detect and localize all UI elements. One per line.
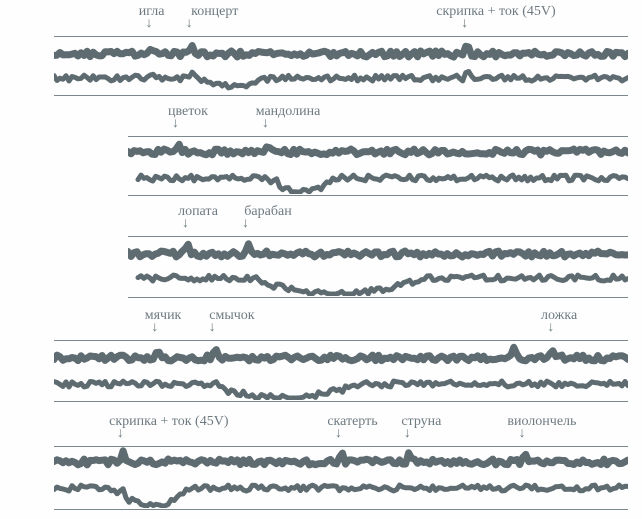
trace-upper: [54, 46, 628, 58]
trace-svg: [128, 136, 628, 194]
trace-svg: [54, 446, 628, 508]
trace-upper: [128, 144, 628, 155]
stimulus-arrow-icon: [192, 22, 193, 32]
stimulus-label: концерт: [191, 4, 238, 20]
stimulus-label: скрипка + ток (45V): [109, 414, 228, 430]
stimulus-arrow-icon: [467, 22, 468, 32]
stimulus-arrow-icon: [152, 22, 153, 32]
stimulus-label: барабан: [244, 204, 291, 220]
trace-svg: [54, 340, 628, 400]
trace-upper: [128, 244, 628, 257]
trace-lower: [54, 381, 628, 398]
stimulus-label: смычок: [209, 308, 254, 324]
trace-lower: [138, 275, 628, 294]
stimulus-arrow-icon: [268, 122, 269, 132]
stimulus-arrow-icon: [410, 432, 411, 442]
stimulus-arrow-icon: [157, 326, 158, 336]
trace-lower: [138, 175, 628, 192]
stimulus-arrow-icon: [525, 432, 526, 442]
trace-lower: [54, 72, 628, 88]
stimulus-label: скрипка + ток (45V): [436, 4, 555, 20]
stimulus-arrow-icon: [188, 222, 189, 232]
stimulus-arrow-icon: [248, 222, 249, 232]
stimulus-arrow-icon: [123, 432, 124, 442]
stimulus-label: мячик: [145, 308, 182, 324]
trace-svg: [128, 236, 628, 296]
stimulus-arrow-icon: [178, 122, 179, 132]
panel-p2: цветокмандолина: [0, 108, 642, 198]
trace-svg: [54, 36, 628, 94]
panel-p5: скрипка + ток (45V)скатертьструнавиолонч…: [0, 418, 642, 512]
stimulus-arrow-icon: [553, 326, 554, 336]
panel-p3: лопатабарабан: [0, 208, 642, 300]
panel-p1: иглаконцертскрипка + ток (45V): [0, 8, 642, 98]
trace-lower: [54, 485, 628, 506]
trace-upper: [54, 451, 628, 465]
panel-p4: мячиксмычокложка: [0, 312, 642, 404]
stimulus-arrow-icon: [215, 326, 216, 336]
trace-upper: [54, 347, 628, 361]
stimulus-arrow-icon: [341, 432, 342, 442]
